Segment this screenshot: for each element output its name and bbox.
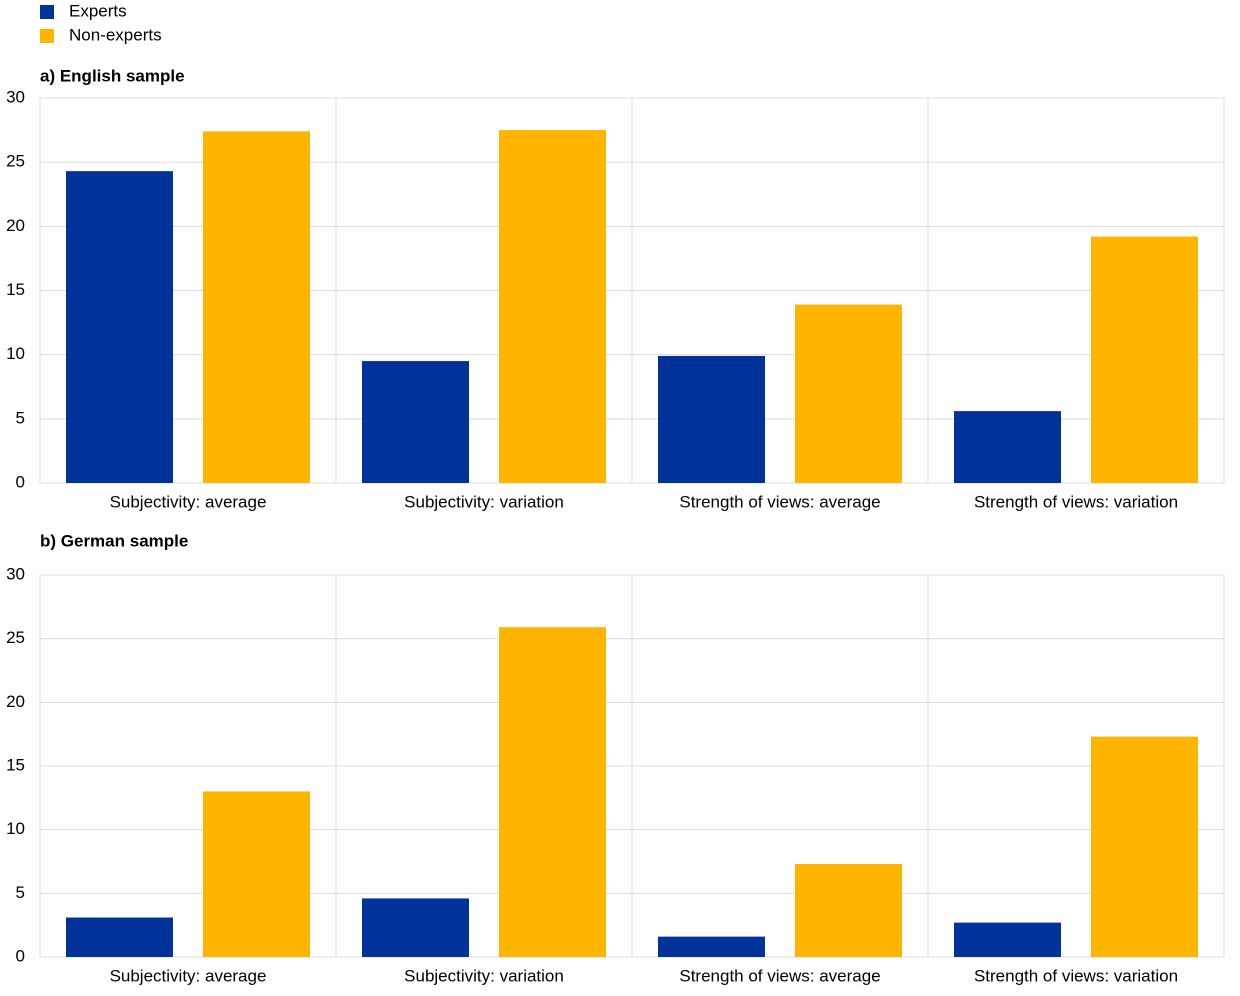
bar [499, 627, 606, 957]
x-tick-label: Subjectivity: average [110, 966, 267, 985]
y-tick-label: 15 [6, 280, 25, 299]
x-tick-label: Subjectivity: variation [404, 492, 564, 511]
chart-title: b) German sample [40, 531, 188, 550]
y-tick-label: 25 [6, 152, 25, 171]
y-tick-label: 15 [6, 755, 25, 774]
bar [954, 411, 1061, 483]
legend-label: Experts [69, 1, 127, 20]
y-tick-label: 10 [6, 819, 25, 838]
legend-label: Non-experts [69, 25, 162, 44]
x-tick-label: Strength of views: variation [974, 966, 1178, 985]
y-tick-label: 20 [6, 216, 25, 235]
y-tick-label: 0 [16, 472, 25, 491]
y-tick-label: 0 [16, 946, 25, 965]
bar [1091, 236, 1198, 483]
legend-swatch [40, 5, 54, 19]
chart-title: a) English sample [40, 66, 185, 85]
bar [954, 922, 1061, 957]
bar [795, 304, 902, 483]
y-tick-label: 30 [6, 564, 25, 583]
bar [1091, 736, 1198, 957]
y-tick-label: 5 [16, 408, 25, 427]
bar [795, 864, 902, 957]
x-tick-label: Subjectivity: average [110, 492, 267, 511]
x-tick-label: Subjectivity: variation [404, 966, 564, 985]
legend-swatch [40, 29, 54, 43]
y-tick-label: 5 [16, 883, 25, 902]
bar [362, 361, 469, 483]
y-tick-label: 25 [6, 628, 25, 647]
x-tick-label: Strength of views: average [679, 966, 880, 985]
bar [66, 171, 173, 483]
bar [66, 917, 173, 957]
bar [203, 131, 310, 483]
bar [658, 936, 765, 957]
y-tick-label: 20 [6, 692, 25, 711]
x-tick-label: Strength of views: variation [974, 492, 1178, 511]
y-tick-label: 10 [6, 344, 25, 363]
bar [362, 898, 469, 957]
bar [658, 355, 765, 483]
bar [203, 791, 310, 957]
y-tick-label: 30 [6, 87, 25, 106]
bar [499, 130, 606, 484]
x-tick-label: Strength of views: average [679, 492, 880, 511]
